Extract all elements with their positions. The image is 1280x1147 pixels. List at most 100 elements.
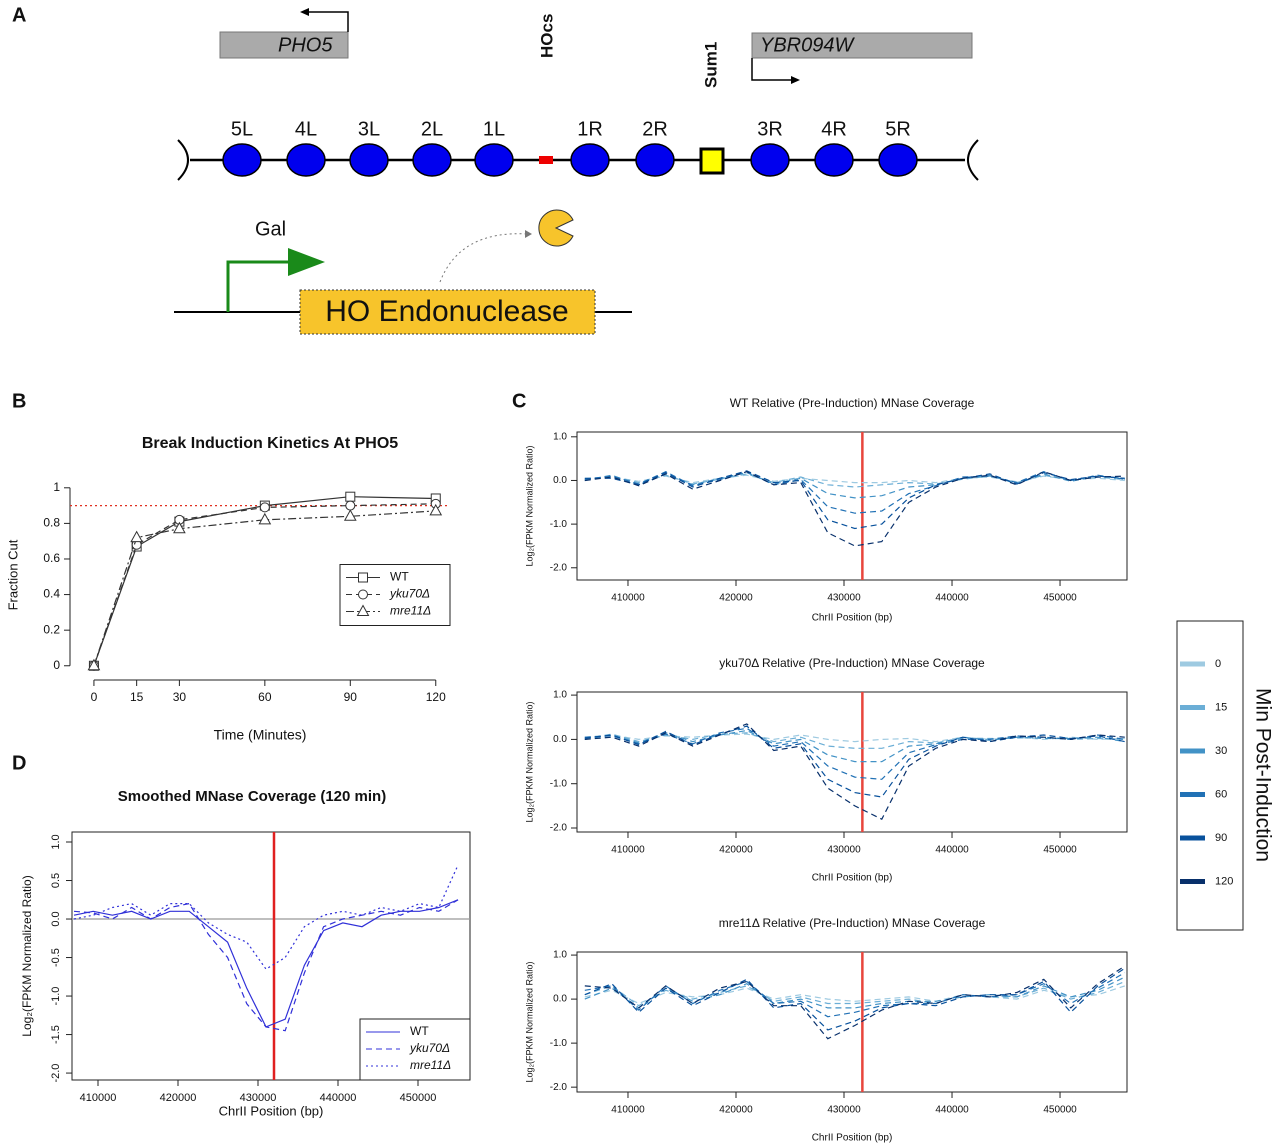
chart: D Smoothed MNase Coverage (120 min) 410000… (12, 752, 471, 1118)
x-tick-label: 430000 (827, 845, 861, 856)
series-line (93, 503, 436, 666)
site-label: HOcs (537, 14, 556, 58)
nucleosome (286, 143, 326, 177)
y-tick-label: 1.0 (553, 431, 567, 442)
y-tick-label: -1.0 (550, 778, 568, 789)
legend-label: mre11Δ (410, 1058, 451, 1072)
y-tick-label: 1.0 (50, 834, 62, 849)
nucleosome (814, 143, 854, 177)
legend-label: WT (410, 1024, 429, 1038)
x-tick-label: 60 (258, 690, 272, 704)
x-tick-label: 420000 (719, 593, 753, 604)
series-line (73, 864, 459, 970)
x-tick-label: 450000 (1043, 845, 1077, 856)
y-tick-label: -1.0 (550, 519, 568, 530)
x-tick-label: 450000 (400, 1092, 437, 1104)
plot-frame (576, 691, 1128, 833)
x-tick-label: 430000 (827, 593, 861, 604)
y-tick-label: 0.6 (43, 551, 60, 565)
x-tick-label: 450000 (1043, 593, 1077, 604)
x-tick-label: 440000 (935, 593, 969, 604)
chart: B Break Induction Kinetics At PHO5 0 15 30 60… (5, 390, 451, 743)
dotted-arrow (439, 233, 529, 283)
y-tick-label: -1.0 (550, 1038, 568, 1049)
y-tick-label: -1.5 (50, 1025, 62, 1044)
gene-name: YBR094W (760, 34, 855, 56)
x-tick-label: 420000 (719, 1105, 753, 1116)
legend-marker (356, 604, 370, 616)
y-tick-label: -1.0 (50, 987, 62, 1006)
legend-label: 0 (1215, 658, 1221, 670)
nucleosome (878, 143, 918, 177)
promoter-label: Gal (255, 218, 286, 240)
y-axis-label: Log₂(FPKM Normalized Ratio) (524, 445, 534, 566)
nucleosome (635, 143, 675, 177)
y-tick-label: 0.0 (553, 994, 567, 1005)
legend-label: 60 (1215, 788, 1227, 800)
nucleosome (222, 143, 262, 177)
nucleosome-label: 3L (358, 118, 380, 140)
series-line (584, 474, 1125, 484)
marker (130, 530, 144, 543)
gene-box (299, 289, 596, 335)
y-tick-label: -2.0 (550, 823, 568, 834)
marker (343, 509, 357, 521)
nucleosome-label: 5R (885, 118, 911, 140)
sum1-site (699, 147, 725, 175)
x-tick-label: 420000 (719, 845, 753, 856)
y-tick-label: -2.0 (550, 562, 568, 573)
y-tick-label: 0.0 (50, 911, 62, 926)
marker (345, 500, 356, 511)
arrow-head (288, 248, 325, 276)
arrow-head (791, 76, 800, 84)
promoter-arrow (226, 260, 290, 312)
series-line (584, 471, 1125, 514)
x-tick-label: 30 (173, 690, 187, 704)
legend-label: mre11Δ (390, 604, 431, 618)
nucleosome-label: 4L (295, 118, 317, 140)
enzyme-label: HO Endonuclease (325, 295, 569, 328)
x-tick-label: 450000 (1043, 1105, 1077, 1116)
panel-label: A (12, 4, 26, 26)
x-axis-label: ChrII Position (bp) (812, 613, 893, 624)
nucleosome (474, 143, 514, 177)
chart-title: Break Induction Kinetics At PHO5 (142, 435, 398, 452)
nucleosome-label: 3R (757, 118, 783, 140)
marker (173, 521, 186, 534)
x-tick-label: 0 (91, 690, 98, 704)
plot-frame (576, 951, 1128, 1093)
legend-label: 30 (1215, 745, 1227, 757)
nucleosome (349, 143, 389, 177)
legend-label: 120 (1215, 875, 1233, 887)
x-axis-label: ChrII Position (bp) (812, 1133, 893, 1144)
chart: C WT Relative (Pre-Induction) MNase Cover… (512, 390, 1274, 931)
legend-label: 90 (1215, 832, 1227, 844)
x-tick-label: 440000 (935, 1105, 969, 1116)
chart-title: yku70Δ Relative (Pre-Induction) MNase Co… (719, 656, 985, 670)
gene-box (219, 31, 349, 59)
y-axis-label: Log₂(FPKM Normalized Ratio) (20, 875, 34, 1036)
x-tick-label: 430000 (240, 1092, 277, 1104)
x-tick-label: 430000 (827, 1105, 861, 1116)
series-line (584, 471, 1125, 547)
gene-name: PHO5 (278, 34, 333, 56)
marker (429, 503, 443, 516)
y-tick-label: 0.2 (43, 622, 60, 636)
nucleosome-label: 1L (483, 118, 505, 140)
series-line (584, 470, 1125, 530)
y-tick-label: 0.8 (43, 516, 60, 530)
x-tick-label: 410000 (611, 845, 645, 856)
chart: mre11Δ Relative (Pre-Induction) MNase Co… (524, 916, 1128, 1144)
nucleosome (570, 143, 610, 177)
marker (258, 512, 272, 525)
legend-marker (358, 572, 368, 583)
y-tick-label: 0.0 (553, 475, 567, 486)
legend-label: yku70Δ (389, 587, 430, 601)
x-tick-label: 410000 (611, 593, 645, 604)
x-tick-label: 420000 (160, 1092, 197, 1104)
y-axis-label: Log₂(FPKM Normalized Ratio) (524, 701, 534, 822)
x-tick-label: 120 (426, 690, 446, 704)
x-axis-label: ChrII Position (bp) (219, 1103, 324, 1118)
nucleosome-label: 2L (421, 118, 443, 140)
